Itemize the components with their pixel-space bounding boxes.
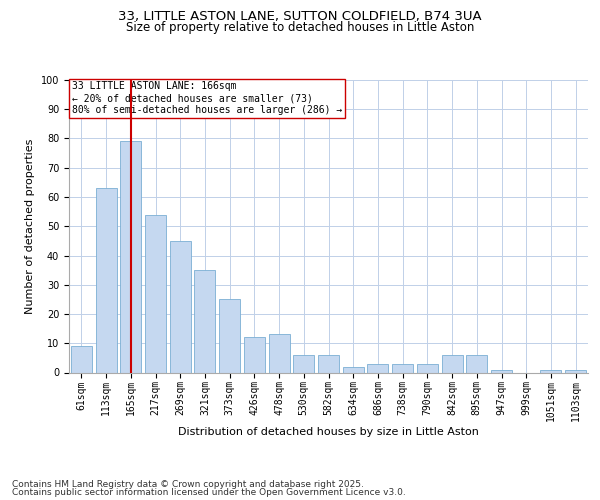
- Bar: [565, 370, 586, 372]
- Text: Size of property relative to detached houses in Little Aston: Size of property relative to detached ho…: [126, 21, 474, 34]
- Bar: [244, 338, 265, 372]
- Bar: [541, 370, 562, 372]
- Bar: [417, 364, 438, 372]
- Bar: [442, 355, 463, 372]
- Bar: [491, 370, 512, 372]
- Text: 33 LITTLE ASTON LANE: 166sqm
← 20% of detached houses are smaller (73)
80% of se: 33 LITTLE ASTON LANE: 166sqm ← 20% of de…: [71, 82, 342, 114]
- Bar: [145, 214, 166, 372]
- X-axis label: Distribution of detached houses by size in Little Aston: Distribution of detached houses by size …: [178, 427, 479, 437]
- Bar: [343, 366, 364, 372]
- Bar: [466, 355, 487, 372]
- Text: 33, LITTLE ASTON LANE, SUTTON COLDFIELD, B74 3UA: 33, LITTLE ASTON LANE, SUTTON COLDFIELD,…: [118, 10, 482, 23]
- Bar: [269, 334, 290, 372]
- Bar: [95, 188, 116, 372]
- Bar: [392, 364, 413, 372]
- Bar: [120, 142, 141, 372]
- Bar: [170, 241, 191, 372]
- Bar: [194, 270, 215, 372]
- Bar: [318, 355, 339, 372]
- Y-axis label: Number of detached properties: Number of detached properties: [25, 138, 35, 314]
- Bar: [71, 346, 92, 372]
- Bar: [367, 364, 388, 372]
- Text: Contains HM Land Registry data © Crown copyright and database right 2025.: Contains HM Land Registry data © Crown c…: [12, 480, 364, 489]
- Bar: [219, 300, 240, 372]
- Text: Contains public sector information licensed under the Open Government Licence v3: Contains public sector information licen…: [12, 488, 406, 497]
- Bar: [293, 355, 314, 372]
